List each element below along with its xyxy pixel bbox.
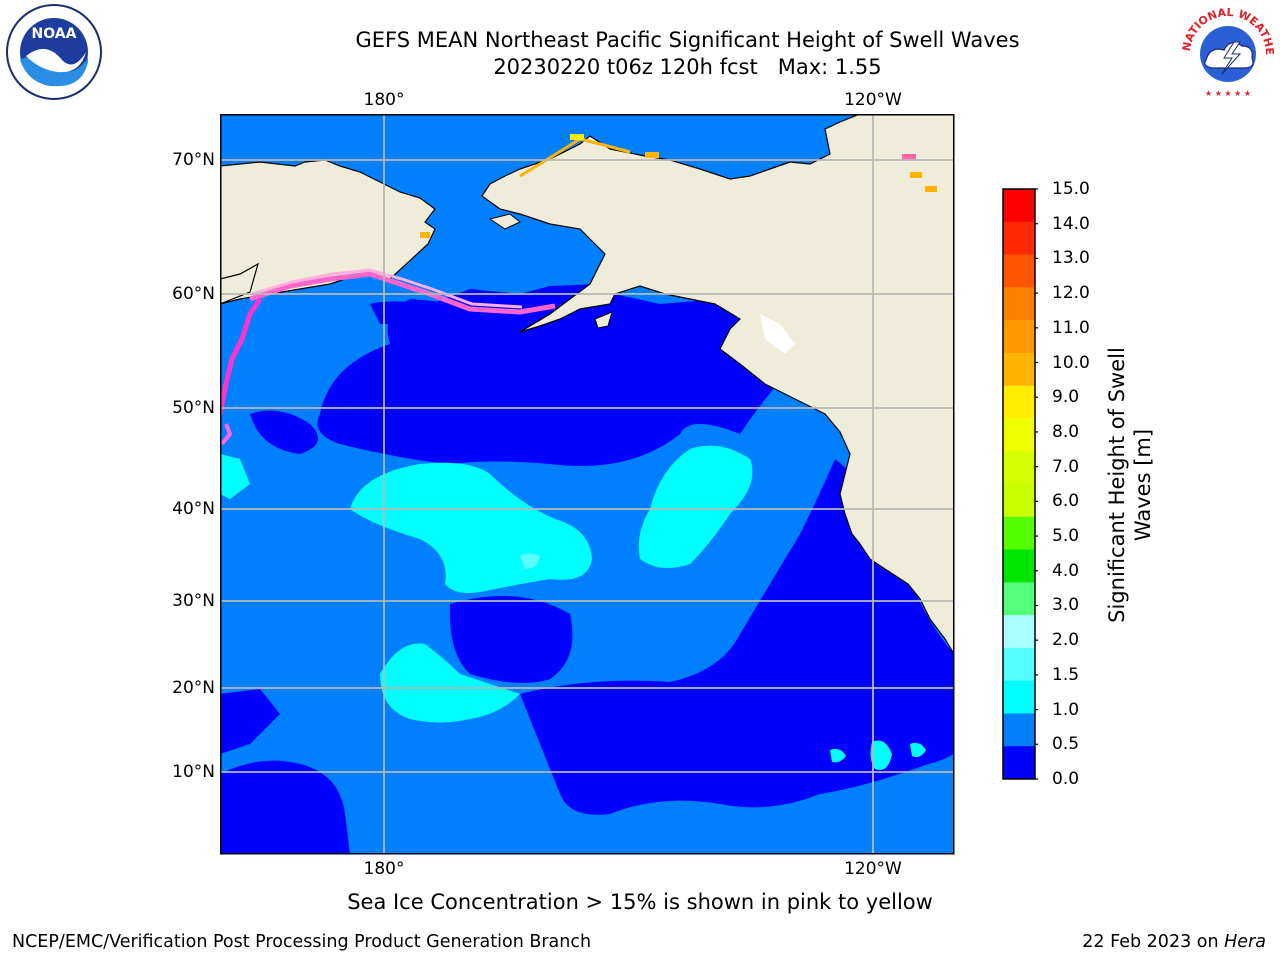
colorbar-bin-7 bbox=[1003, 418, 1035, 452]
footer-host: Hera bbox=[1224, 932, 1266, 952]
north-pacific-low-swell-region bbox=[317, 292, 820, 466]
chart-subtitle: 20230220 t06z 120h fcst Max: 1.55 bbox=[493, 55, 882, 79]
colorbar-bin-2 bbox=[1003, 254, 1035, 288]
west-bering-low-swell bbox=[250, 410, 318, 454]
arctic-ice-patch-2 bbox=[902, 154, 916, 160]
hawaii-region-swell-core bbox=[380, 643, 520, 723]
lon-label-120w-bottom: 120°W bbox=[844, 859, 902, 879]
sea-ice-note: Sea Ice Concentration > 15% is shown in … bbox=[347, 890, 933, 914]
siberia-ice-patch bbox=[420, 232, 430, 238]
colorbar-bin-5 bbox=[1003, 352, 1035, 387]
colorbar-tick-label: 10.0 bbox=[1052, 352, 1090, 373]
colorbar-bin-12 bbox=[1003, 582, 1035, 616]
svg-text:★ ★ ★ ★ ★: ★ ★ ★ ★ ★ bbox=[1205, 89, 1251, 98]
colorbar-bin-17 bbox=[1003, 746, 1035, 780]
colorbar-tick-label: 0.0 bbox=[1052, 769, 1080, 789]
lon-label-180-top: 180° bbox=[363, 90, 405, 110]
lat-label-60: 60°N bbox=[172, 284, 215, 304]
footer-date: 22 Feb 2023 on Hera bbox=[1082, 932, 1266, 952]
map-frame bbox=[220, 114, 955, 855]
colorbar-tick-label: 14.0 bbox=[1052, 213, 1090, 234]
colorbar-tick-label: 7.0 bbox=[1052, 456, 1080, 477]
colorbar-bin-13 bbox=[1003, 615, 1035, 649]
lon-label-120w-top: 120°W bbox=[844, 90, 902, 110]
lat-label-40: 40°N bbox=[172, 499, 215, 519]
tropical-low-swell-region bbox=[520, 680, 954, 815]
colorbar-bin-3 bbox=[1003, 287, 1035, 321]
bering-sea-ice-edge-outer bbox=[251, 268, 523, 309]
colorbar-bin-1 bbox=[1003, 221, 1035, 256]
lat-label-20: 20°N bbox=[172, 678, 215, 698]
colorbar-bin-10 bbox=[1003, 516, 1035, 551]
colorbar-tick-label: 1.5 bbox=[1052, 664, 1080, 685]
colorbar-bin-0 bbox=[1003, 189, 1035, 223]
east-tropical-swell-spot-3 bbox=[910, 742, 926, 758]
colorbar-tick-label: 9.0 bbox=[1052, 387, 1080, 408]
arctic-ice-patch-4 bbox=[925, 186, 937, 192]
east-tropical-swell-spot-2 bbox=[830, 748, 846, 763]
colorbar-tick-label: 13.0 bbox=[1052, 248, 1090, 269]
colorbar-tick-label: 5.0 bbox=[1052, 526, 1080, 547]
colorbar-tick-label: 8.0 bbox=[1052, 421, 1080, 442]
lat-label-50: 50°N bbox=[172, 398, 215, 418]
colorbar-tick-label: 2.0 bbox=[1052, 630, 1080, 651]
colorbar-bin-15 bbox=[1003, 680, 1035, 714]
footer-branch: NCEP/EMC/Verification Post Processing Pr… bbox=[12, 932, 592, 952]
colorbar-tick-label: 12.0 bbox=[1052, 283, 1090, 304]
colorbar bbox=[1002, 188, 1038, 780]
chart-title: GEFS MEAN Northeast Pacific Significant … bbox=[355, 28, 1020, 52]
subtropical-low-swell-region bbox=[449, 596, 573, 683]
arctic-ice-patch bbox=[645, 152, 659, 158]
colorbar-tick-label: 0.5 bbox=[1052, 734, 1080, 755]
colorbar-tick-label: 4.0 bbox=[1052, 560, 1080, 581]
siberia-land bbox=[220, 159, 436, 305]
colorbar-bin-14 bbox=[1003, 647, 1035, 682]
colorbar-bin-8 bbox=[1003, 451, 1035, 485]
west-swell-strip bbox=[220, 454, 250, 499]
footer-date-text: 22 Feb 2023 on bbox=[1082, 932, 1225, 952]
graticule bbox=[220, 114, 954, 854]
colorbar-tick-label: 15.0 bbox=[1052, 179, 1090, 199]
colorbar-tick-label: 1.0 bbox=[1052, 699, 1080, 720]
kamchatka-sea-ice-2 bbox=[220, 423, 233, 446]
lat-label-70: 70°N bbox=[172, 150, 215, 170]
colorbar-tick-label: 6.0 bbox=[1052, 491, 1080, 512]
colorbar-bin-16 bbox=[1003, 713, 1035, 747]
bering-sea-ice-edge bbox=[249, 271, 556, 315]
northeast-pacific-swell-core bbox=[638, 445, 753, 568]
nws-logo: NATIONAL WEATHER SERVICE ★ ★ ★ ★ ★ bbox=[1176, 2, 1276, 98]
southwest-low-swell-region bbox=[220, 760, 350, 854]
colorbar-bin-11 bbox=[1003, 549, 1035, 583]
colorbar-title: Significant Height of Swell Waves [m] bbox=[1105, 347, 1155, 623]
arctic-ice-patch-5 bbox=[570, 134, 584, 140]
noaa-logo-text: NOAA bbox=[32, 26, 77, 42]
alaska-peninsula-islands bbox=[594, 311, 613, 329]
lat-label-10: 10°N bbox=[172, 762, 215, 782]
west-tropical-low-swell-strip bbox=[220, 689, 280, 754]
colorbar-bin-6 bbox=[1003, 385, 1035, 419]
bering-strait-land-spur bbox=[488, 213, 521, 230]
north-america-land bbox=[481, 114, 954, 656]
colorbar-tick-label: 3.0 bbox=[1052, 595, 1080, 616]
central-swell-highlight bbox=[520, 553, 540, 569]
kamchatka-sea-ice bbox=[220, 297, 263, 415]
colorbar-tick-label: 11.0 bbox=[1052, 317, 1090, 338]
colorbar-bin-9 bbox=[1003, 484, 1035, 518]
lon-label-180-bottom: 180° bbox=[363, 859, 405, 879]
swell-height-map bbox=[220, 114, 955, 855]
lat-label-30: 30°N bbox=[172, 591, 215, 611]
noaa-logo: NOAA bbox=[6, 4, 102, 100]
east-tropical-swell-spot bbox=[870, 740, 892, 770]
alaska-coast-white-band bbox=[760, 314, 795, 354]
arctic-ice-patch-3 bbox=[910, 172, 922, 178]
colorbar-bin-4 bbox=[1003, 320, 1035, 354]
